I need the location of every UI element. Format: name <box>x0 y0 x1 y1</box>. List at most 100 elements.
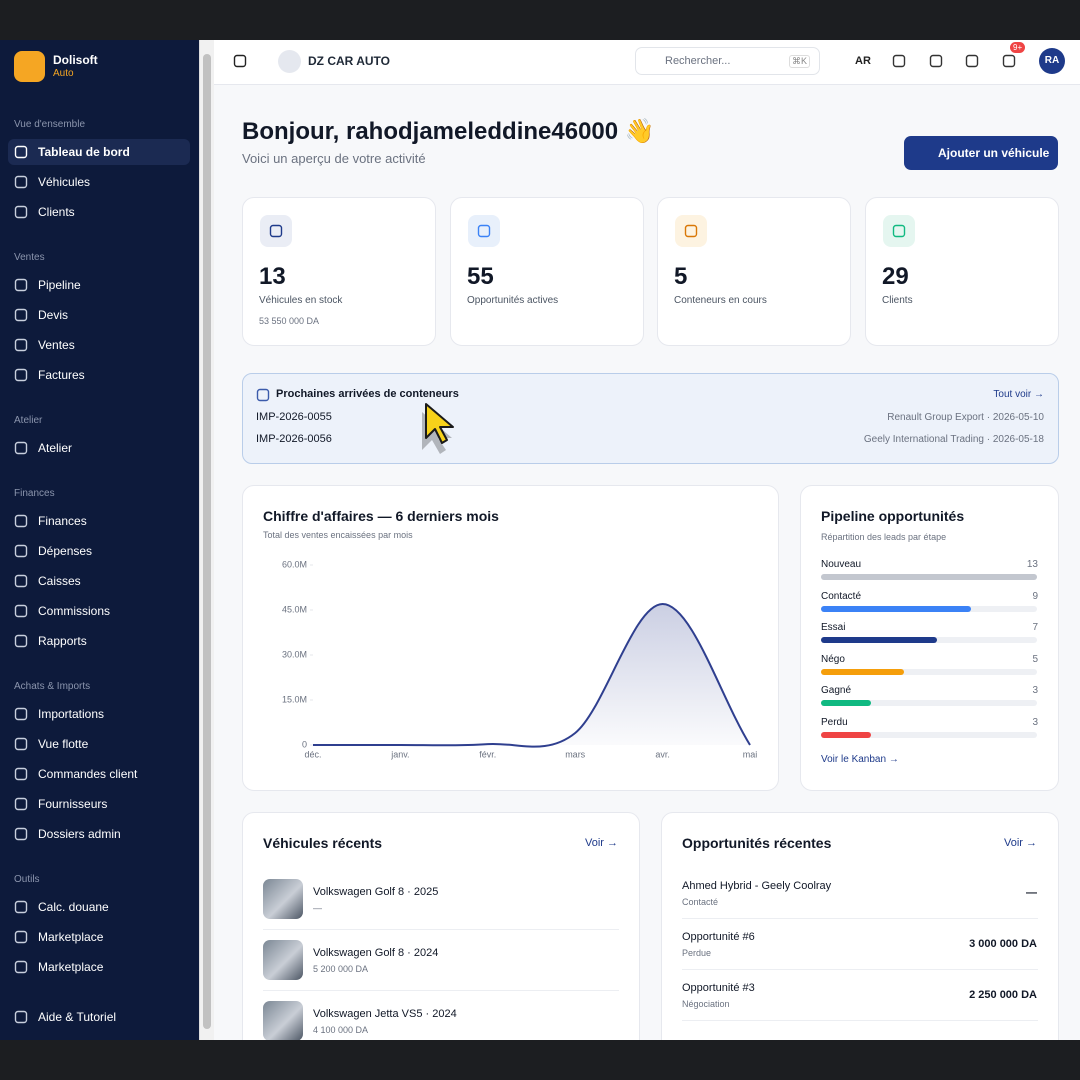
icon-shape <box>14 338 28 352</box>
icon-shape <box>929 54 943 68</box>
company-name[interactable]: DZ CAR AUTO <box>308 54 390 68</box>
stage-bar <box>821 700 871 707</box>
stage-bar <box>821 605 971 612</box>
nav-item[interactable]: Tableau de bord <box>38 145 130 159</box>
pipeline-title: Pipeline opportunités <box>821 508 965 524</box>
arrivals-link[interactable]: Tout voir → <box>993 389 1044 400</box>
nav-item[interactable]: Factures <box>38 368 85 382</box>
nav-section-title: Achats & Imports <box>14 681 91 692</box>
x-tick-label: déc. <box>304 749 321 759</box>
nav-item[interactable]: Pipeline <box>38 278 81 292</box>
nav-item[interactable]: Ventes <box>38 338 75 352</box>
opportunity-name[interactable]: Opportunité #6 <box>682 931 755 943</box>
nav-section-title: Atelier <box>14 415 43 426</box>
sidebar-toggle <box>233 54 247 68</box>
nav-icon <box>14 574 28 588</box>
icon-shape <box>1002 54 1016 68</box>
vehicle-name[interactable]: Volkswagen Golf 8 · 2024 <box>313 947 439 959</box>
nav-item[interactable]: Finances <box>38 514 87 528</box>
nav-item[interactable]: Rapports <box>38 634 87 648</box>
mouse-cursor <box>422 403 454 454</box>
row-divider <box>682 918 1038 919</box>
stat-value: 5 <box>674 263 688 290</box>
arrivals-icon <box>256 388 270 402</box>
icon-shape <box>14 767 28 781</box>
company-icon[interactable] <box>278 50 301 73</box>
stat-icon <box>269 224 283 238</box>
nav-item[interactable]: Fournisseurs <box>38 797 108 811</box>
vehicle-name[interactable]: Volkswagen Jetta VS5 · 2024 <box>313 1008 457 1020</box>
nav-icon <box>14 930 28 944</box>
nav-icon <box>14 278 28 292</box>
icon-shape <box>14 707 28 721</box>
icon-shape <box>14 205 28 219</box>
scroll-thumb[interactable] <box>203 54 211 1029</box>
nav-item[interactable]: Dossiers admin <box>38 827 121 841</box>
nav-item[interactable]: Calc. douane <box>38 900 109 914</box>
nav-item[interactable]: Caisses <box>38 574 81 588</box>
brand-logo <box>14 51 45 82</box>
x-tick-label: janv. <box>390 749 409 759</box>
lang-toggle[interactable]: AR <box>855 55 871 67</box>
avatar[interactable]: RA <box>1039 48 1065 74</box>
vehicles-link[interactable]: Voir → <box>584 837 618 849</box>
nav-item[interactable]: Clients <box>38 205 75 219</box>
stage-count: 3 <box>1032 685 1038 697</box>
icon-shape <box>14 1010 28 1024</box>
nav-icon <box>14 960 28 974</box>
stat-label: Clients <box>882 295 913 306</box>
icon-shape <box>14 900 28 914</box>
nav-item[interactable]: Atelier <box>38 441 73 455</box>
opportunities-link[interactable]: Voir → <box>1003 837 1037 849</box>
nav-item[interactable]: Véhicules <box>38 175 91 189</box>
opportunity-name[interactable]: Opportunité #3 <box>682 982 755 994</box>
icon-shape <box>14 145 28 159</box>
nav-item[interactable]: Devis <box>38 308 69 322</box>
vehicle-thumb <box>263 879 303 919</box>
vehicle-thumb <box>263 1001 303 1041</box>
nav-item[interactable]: Dépenses <box>38 544 93 558</box>
icon-shape <box>14 737 28 751</box>
stat-label: Véhicules en stock <box>259 295 343 306</box>
search-shortcut: ⌘K <box>789 55 811 68</box>
opportunity-name[interactable]: Ahmed Hybrid - Geely Coolray <box>682 880 832 892</box>
nav-item[interactable]: Marketplace <box>38 930 104 944</box>
nav-icon <box>14 368 28 382</box>
nav-item[interactable]: Commandes client <box>38 767 138 781</box>
stat-label: Conteneurs en cours <box>674 295 767 306</box>
icon-shape <box>14 514 28 528</box>
stat-icon <box>892 224 906 238</box>
revenue-line <box>313 602 751 748</box>
icon-shape <box>477 224 491 238</box>
arrival-ref: IMP-2026-0055 <box>256 411 332 423</box>
stat-icon-bg <box>260 215 292 247</box>
nav-icon <box>14 827 28 841</box>
stat-icon-bg <box>675 215 707 247</box>
add-vehicle-button[interactable] <box>904 136 1058 170</box>
stage-count: 13 <box>1026 559 1038 570</box>
nav-icon <box>14 308 28 322</box>
nav-item[interactable]: Vue flotte <box>38 737 89 751</box>
nav-icon <box>14 514 28 528</box>
y-tick-label: 45.0M <box>282 604 307 614</box>
stage-bar <box>821 668 905 675</box>
nav-icon <box>14 175 28 189</box>
stage-name: Essai <box>821 622 846 634</box>
vehicle-name[interactable]: Volkswagen Golf 8 · 2025 <box>313 886 439 898</box>
sidebar <box>0 40 199 1040</box>
pipeline-link[interactable]: Voir le Kanban → <box>821 754 899 765</box>
stat-icon <box>684 224 698 238</box>
icon-shape <box>892 54 906 68</box>
row-divider <box>682 969 1038 970</box>
stage-count: 9 <box>1032 590 1038 602</box>
topbar-icon <box>1002 54 1016 68</box>
nav-item[interactable]: Marketplace <box>38 960 104 974</box>
nav-section-title: Finances <box>14 488 55 499</box>
nav-item[interactable]: Importations <box>38 707 105 721</box>
nav-item[interactable]: Commissions <box>38 604 111 618</box>
icon-shape <box>965 54 979 68</box>
stat-value: 13 <box>259 263 286 290</box>
icon-shape <box>892 224 906 238</box>
nav-active-bg[interactable] <box>8 139 190 165</box>
nav-footer[interactable]: Aide & Tutoriel <box>38 1010 117 1024</box>
